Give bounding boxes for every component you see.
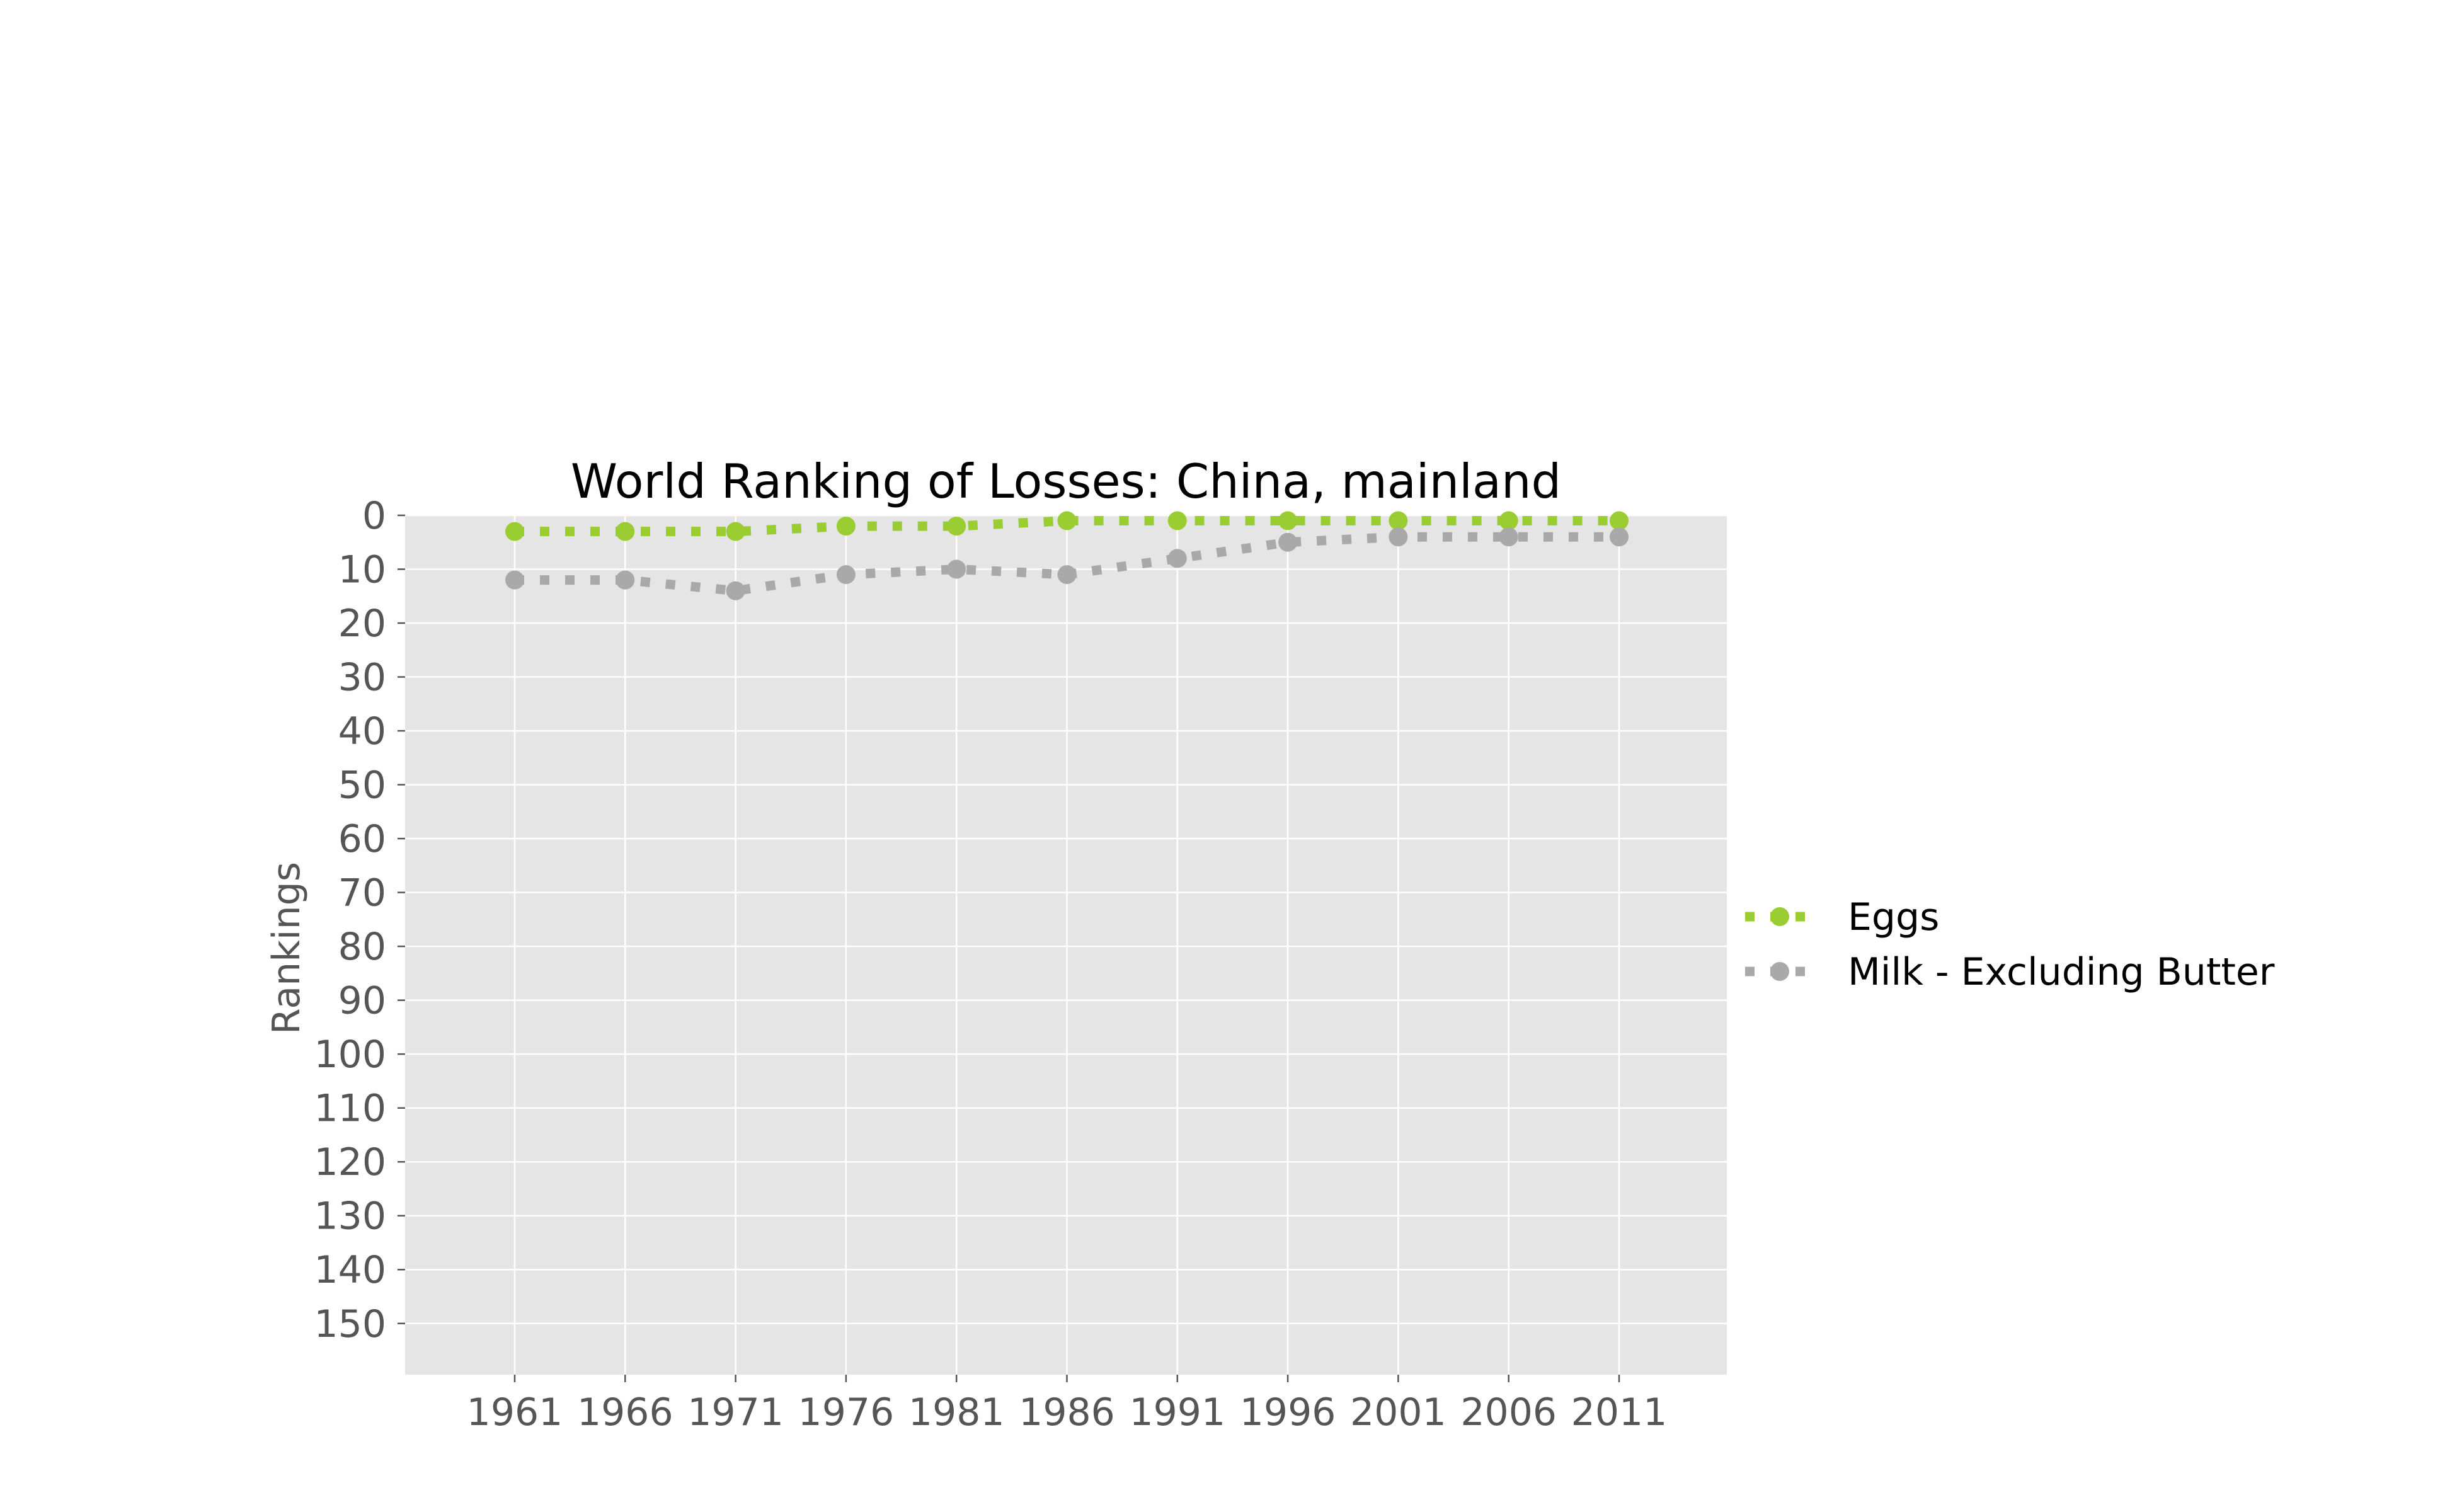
x-tick-label: 2001 [1350,1390,1446,1435]
series-line-milk-excluding-butter [515,532,1619,596]
data-point-eggs [836,517,856,536]
y-axis-label: Rankings [265,862,309,1034]
y-tick-label: 60 [338,817,386,861]
y-tick-label: 80 [338,925,386,969]
series-eggs [505,511,1629,541]
data-point-milk-excluding-butter [1499,527,1518,547]
y-tick-label: 110 [314,1087,386,1131]
x-tick-label: 1961 [467,1390,563,1435]
y-tick-label: 50 [338,764,386,808]
x-tick-label: 1991 [1129,1390,1225,1435]
x-tick-label: 1981 [908,1390,1005,1435]
plot-area [405,515,1727,1375]
data-point-milk-excluding-butter [505,570,524,590]
y-tick-label: 10 [338,548,386,592]
series-milk-excluding-butter [505,527,1629,600]
data-point-eggs [1057,511,1077,530]
y-tick-label: 130 [314,1194,386,1239]
data-point-milk-excluding-butter [1610,527,1629,547]
data-point-eggs [1389,511,1408,530]
x-tick-label: 1966 [577,1390,673,1435]
x-tick-label: 2011 [1571,1390,1668,1435]
y-tick-label: 0 [362,494,386,538]
data-point-milk-excluding-butter [1167,549,1187,568]
y-tick-label: 150 [314,1302,386,1346]
data-point-eggs [1278,511,1298,530]
data-point-milk-excluding-butter [836,565,856,585]
y-tick-label: 30 [338,656,386,700]
y-tick-label: 100 [314,1033,386,1077]
data-point-eggs [616,522,635,541]
data-point-eggs [947,517,966,536]
legend: Eggs Milk - Excluding Butter [1745,895,2275,994]
y-tick-label: 120 [314,1140,386,1184]
legend-label: Eggs [1848,895,1939,939]
x-tick-label: 1976 [798,1390,895,1435]
data-point-milk-excluding-butter [726,581,745,600]
data-point-eggs [1167,511,1187,530]
data-point-eggs [1499,511,1518,530]
series-line-eggs [515,516,1619,537]
legend-item-milk-excluding-butter: Milk - Excluding Butter [1745,950,2275,994]
x-tick-label: 1986 [1019,1390,1115,1435]
data-series [505,511,1629,600]
axes: 0 10 20 30 40 50 60 70 80 90 100 110 120 130 140 150 196… [314,494,1667,1435]
legend-swatch-marker [1770,907,1789,926]
grid-lines [405,514,1727,1375]
x-tick-label: 2006 [1460,1390,1557,1435]
y-tick-label: 40 [338,709,386,753]
x-tick-label: 1996 [1240,1390,1336,1435]
y-tick-label: 90 [338,979,386,1023]
data-point-eggs [726,522,745,541]
data-point-milk-excluding-butter [616,570,635,590]
x-tick-label: 1971 [687,1390,784,1435]
data-point-milk-excluding-butter [1278,532,1298,552]
data-point-eggs [1610,511,1629,530]
data-point-milk-excluding-butter [1057,565,1077,585]
y-tick-label: 70 [338,871,386,915]
legend-item-eggs: Eggs [1745,895,1939,939]
chart-title: World Ranking of Losses: China, mainland [571,454,1561,509]
y-tick-label: 20 [338,602,386,646]
y-tick-label: 140 [314,1248,386,1292]
data-point-milk-excluding-butter [1389,527,1408,547]
legend-label: Milk - Excluding Butter [1848,950,2275,994]
data-point-eggs [505,522,524,541]
legend-swatch-marker [1770,962,1789,981]
data-point-milk-excluding-butter [947,559,966,579]
